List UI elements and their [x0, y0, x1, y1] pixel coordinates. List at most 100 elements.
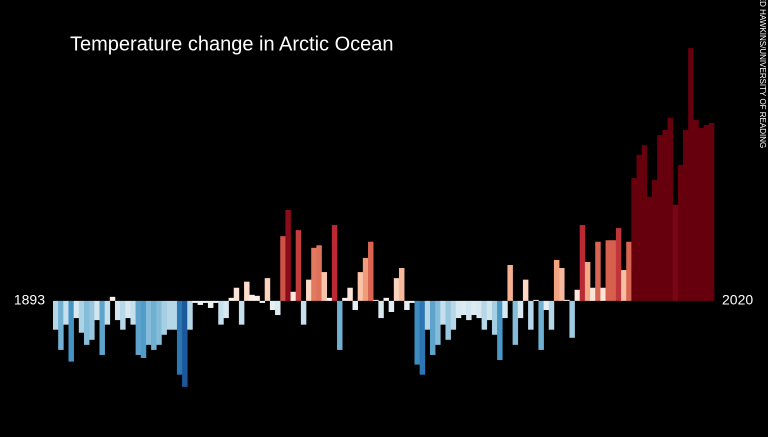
bar [337, 300, 343, 350]
bar [538, 300, 544, 350]
bar [166, 300, 173, 330]
bar [316, 245, 322, 301]
bar [559, 268, 565, 301]
bar [285, 209, 291, 301]
bar [192, 300, 198, 303]
chart-title: Temperature change in Arctic Ocean [70, 33, 394, 55]
bar [249, 294, 255, 301]
bar [445, 300, 451, 340]
bar [347, 287, 353, 301]
bar [269, 300, 276, 310]
bar [238, 300, 245, 325]
bar [120, 300, 126, 330]
bar [548, 300, 555, 330]
bar [362, 257, 369, 301]
bar [89, 300, 95, 340]
bar [311, 247, 317, 301]
bar [213, 300, 219, 303]
bar [135, 300, 142, 355]
bar [553, 259, 560, 301]
bar [610, 240, 617, 301]
bar [145, 300, 152, 345]
bar [646, 196, 653, 301]
bar [378, 300, 384, 319]
bar [326, 297, 333, 301]
bar [708, 122, 715, 301]
bar [187, 300, 193, 330]
bar [398, 268, 405, 301]
bar [471, 300, 477, 316]
bar [357, 272, 364, 301]
bar [677, 164, 684, 301]
bar [460, 300, 467, 316]
bar [383, 297, 389, 301]
bar [295, 230, 302, 301]
bar [244, 281, 250, 301]
bar [657, 135, 663, 301]
bar [424, 300, 431, 330]
bar [600, 287, 606, 301]
bar [373, 299, 379, 301]
bar [564, 299, 570, 301]
bar [528, 300, 534, 330]
bar [94, 300, 100, 321]
bar [569, 300, 575, 338]
bar [466, 300, 472, 321]
bar [688, 48, 694, 301]
bar [502, 300, 508, 319]
bar [331, 225, 338, 301]
bar [63, 300, 69, 325]
bar [352, 300, 358, 310]
bar [621, 270, 627, 301]
bar [584, 261, 591, 301]
bar [171, 300, 178, 330]
bar [306, 279, 312, 301]
bar [652, 180, 658, 301]
bar [440, 300, 446, 325]
bar [409, 300, 415, 303]
bar [104, 300, 111, 325]
bar [667, 117, 673, 301]
bar [156, 300, 162, 345]
x-tick-label: 1893 [14, 292, 45, 308]
bar [53, 300, 59, 330]
bar [615, 228, 622, 301]
bar [631, 178, 637, 301]
bar [254, 295, 260, 301]
credit: ED HAWKINS/UNIVERSITY OF READING [758, 0, 767, 148]
bar [321, 272, 327, 301]
bar [140, 300, 147, 359]
bar [517, 300, 524, 319]
x-tick-label: 2020 [722, 292, 753, 308]
bar [259, 300, 266, 303]
bar [202, 300, 209, 303]
bar [78, 300, 85, 333]
bar [300, 300, 307, 325]
bar [114, 300, 121, 321]
bar [393, 278, 400, 301]
bar [605, 240, 612, 301]
bar [641, 145, 648, 301]
bar [414, 300, 420, 365]
bar [176, 300, 183, 375]
bar [507, 264, 513, 301]
bar [233, 287, 240, 301]
bar [672, 204, 679, 301]
bar [512, 300, 519, 345]
bar [626, 241, 632, 301]
bar [264, 278, 271, 301]
bar [491, 300, 498, 335]
bar [543, 300, 550, 310]
bar [99, 300, 105, 355]
bar [404, 300, 410, 310]
bar [197, 300, 204, 305]
bar [342, 297, 348, 301]
bar [207, 300, 214, 308]
bar [590, 287, 596, 301]
bar [429, 300, 436, 355]
bar [455, 300, 462, 319]
bar [223, 300, 229, 319]
bar [476, 300, 482, 319]
bar [73, 300, 80, 319]
